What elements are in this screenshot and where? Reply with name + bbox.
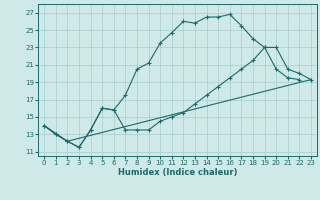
X-axis label: Humidex (Indice chaleur): Humidex (Indice chaleur)	[118, 168, 237, 177]
